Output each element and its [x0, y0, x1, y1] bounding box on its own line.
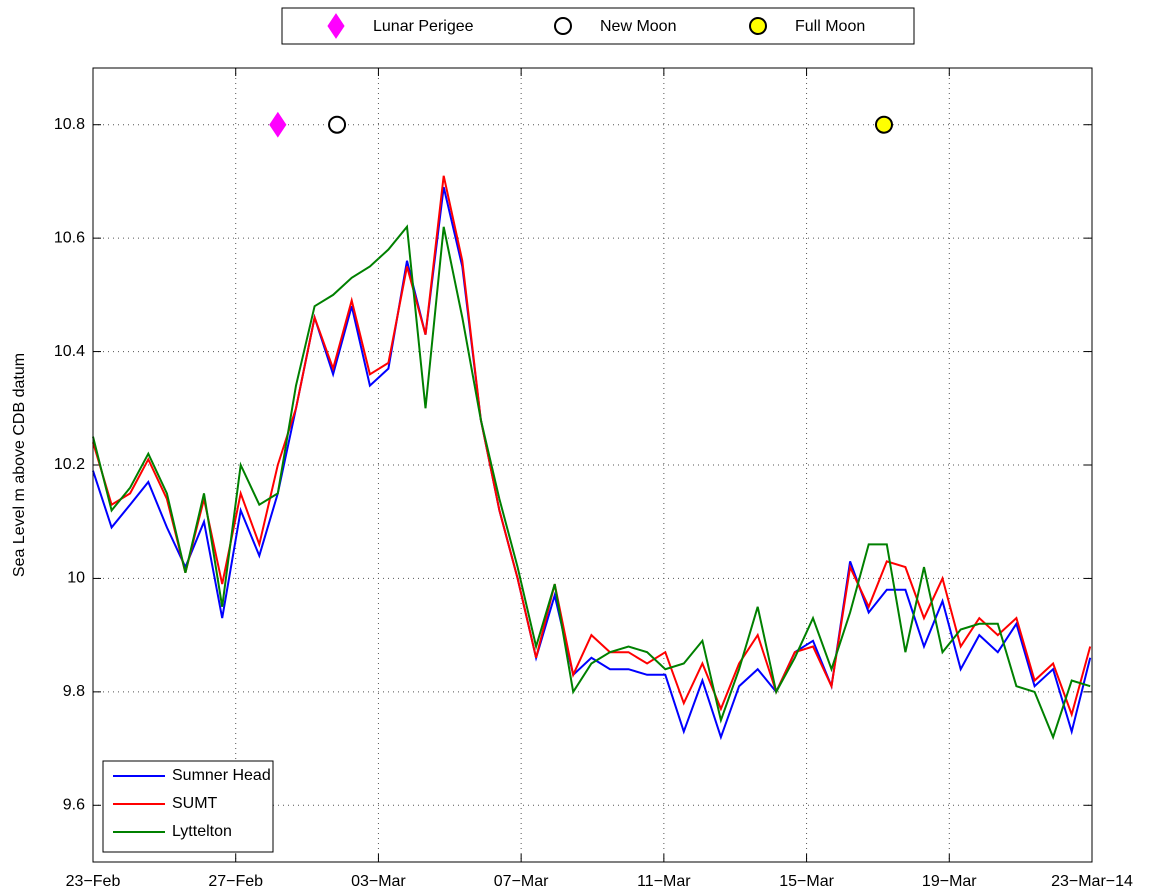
y-tick-label: 10.8 — [54, 116, 85, 133]
x-tick-label: 11−Mar — [637, 873, 691, 890]
y-tick-label: 9.6 — [63, 797, 85, 814]
event-marker — [269, 111, 287, 138]
x-tick-label: 07−Mar — [494, 873, 549, 890]
y-tick-label: 9.8 — [63, 683, 85, 700]
y-axis-label: Sea Level m above CDB datum — [11, 353, 28, 577]
data-line — [92, 186, 1092, 741]
legend-symbol — [327, 13, 345, 39]
y-tick-label: 10.6 — [54, 229, 85, 246]
legend-label: Lunar Perigee — [373, 18, 474, 35]
legend-box — [281, 7, 915, 45]
legend-symbol — [749, 17, 767, 35]
y-tick-label: 10.4 — [54, 343, 85, 360]
y-tick-label: 10.2 — [54, 456, 85, 473]
y-tick-label: 10 — [67, 570, 85, 587]
event-marker — [874, 115, 893, 134]
x-tick-label: 19−Mar — [922, 873, 977, 890]
legend-symbol — [554, 17, 572, 35]
legend-label: Lyttelton — [172, 823, 232, 840]
legend-label: New Moon — [600, 18, 676, 35]
legend-label: Sumner Head — [172, 767, 271, 784]
x-tick-label: 23−Feb — [66, 873, 121, 890]
x-tick-label: 03−Mar — [351, 873, 406, 890]
x-tick-label: 23−Mar−14 — [1051, 873, 1133, 890]
plot-frame — [92, 67, 1093, 863]
legend-label: SUMT — [172, 795, 218, 812]
x-tick-label: 27−Feb — [208, 873, 263, 890]
data-line — [92, 175, 1092, 718]
legend-label: Full Moon — [795, 18, 865, 35]
event-marker — [328, 115, 347, 134]
x-tick-label: 15−Mar — [779, 873, 834, 890]
data-line — [92, 224, 1091, 741]
